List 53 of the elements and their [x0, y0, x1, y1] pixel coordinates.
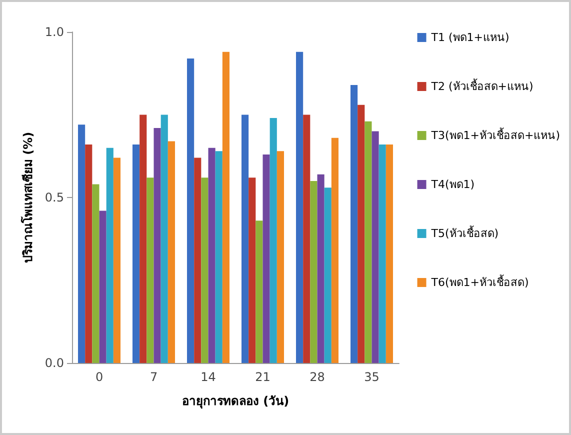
bar — [303, 114, 310, 363]
legend-label: T5(หัวเชื้อสด) — [430, 225, 499, 240]
y-tick-label: 0.5 — [44, 190, 64, 204]
bar — [208, 148, 216, 363]
bar — [364, 121, 372, 363]
bar — [241, 114, 249, 363]
bar — [106, 148, 114, 363]
bar — [317, 174, 324, 363]
bar — [92, 184, 100, 363]
bar — [85, 144, 92, 363]
legend-label: T6(พด1+หัวเชื้อสด) — [430, 274, 529, 289]
legend-label: T1 (พด1+แหน) — [430, 31, 510, 44]
bar — [160, 114, 168, 363]
y-axis-title: ปริมาณโพแทสเซียม (%) — [20, 132, 35, 264]
bar — [146, 178, 154, 363]
bar — [132, 144, 140, 363]
x-tick-label: 21 — [255, 370, 270, 384]
x-tick-label: 7 — [150, 370, 158, 384]
bar — [378, 144, 386, 363]
bar — [276, 151, 284, 363]
bar — [350, 84, 358, 363]
bar — [222, 52, 230, 363]
bar — [262, 154, 270, 363]
bar — [248, 178, 256, 363]
bar — [140, 114, 147, 363]
bar — [186, 58, 194, 363]
bar — [372, 131, 379, 363]
bar — [168, 141, 176, 363]
y-tick-label: 0.0 — [44, 356, 64, 370]
x-axis-title: อายุการทดลอง (วัน) — [182, 394, 290, 409]
bar — [358, 104, 365, 363]
bar — [194, 158, 202, 363]
x-tick-label: 14 — [200, 370, 216, 384]
bar — [113, 158, 121, 363]
bar — [99, 210, 106, 363]
y-tick-label: 1.0 — [44, 25, 64, 39]
bar — [270, 118, 277, 363]
bar — [78, 124, 86, 363]
bar — [324, 188, 332, 363]
bar — [296, 52, 304, 363]
legend-label: T2 (หัวเชื้อสด+แหน) — [430, 78, 534, 93]
bar — [331, 138, 339, 363]
bar — [256, 220, 263, 363]
bar — [201, 178, 208, 363]
legend-label: T4(พด1) — [430, 178, 475, 191]
bar — [215, 151, 222, 363]
legend-label: T3(พด1+หัวเชื้อสด+แหน) — [430, 127, 560, 142]
x-tick-label: 35 — [364, 370, 380, 384]
x-tick-label: 0 — [95, 370, 104, 384]
bar — [310, 180, 318, 363]
x-tick-label: 28 — [310, 370, 325, 384]
bar — [386, 144, 394, 363]
bar — [154, 128, 161, 363]
